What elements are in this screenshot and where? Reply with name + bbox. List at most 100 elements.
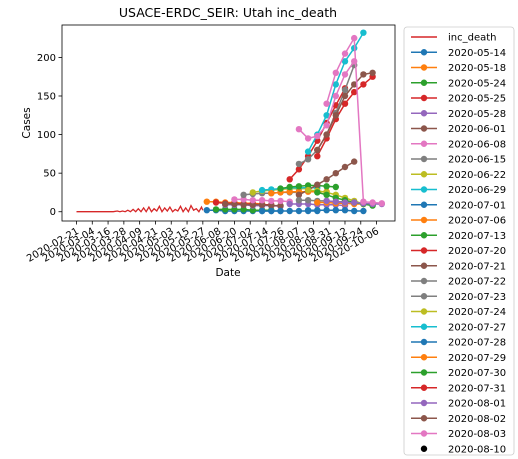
data-point — [360, 71, 367, 78]
legend-item: inc_death — [411, 33, 497, 44]
data-point — [240, 206, 247, 213]
y-tick-label: 150 — [37, 91, 56, 102]
legend-marker — [420, 384, 428, 391]
data-point — [332, 183, 339, 191]
series-27 — [295, 58, 358, 142]
legend-label: 2020-05-25 — [448, 94, 506, 105]
data-point — [323, 197, 330, 205]
data-point — [332, 170, 339, 177]
data-point — [360, 198, 367, 205]
series-21 — [304, 207, 367, 215]
data-point — [323, 100, 330, 107]
data-point — [351, 34, 358, 42]
data-point — [295, 197, 303, 204]
legend-label: 2020-07-23 — [448, 292, 506, 303]
legend-marker — [420, 64, 428, 71]
legend-item: 2020-05-18 — [411, 63, 506, 74]
data-point — [249, 207, 256, 214]
legend-item: 2020-08-10 — [420, 444, 506, 455]
data-point — [258, 201, 266, 208]
legend-label: 2020-07-28 — [448, 338, 506, 349]
series-26 — [314, 69, 376, 154]
data-point — [231, 200, 238, 208]
legend-marker — [420, 399, 428, 407]
legend-marker — [420, 49, 428, 56]
data-point — [341, 199, 349, 206]
data-point — [341, 207, 349, 214]
data-point — [323, 207, 330, 214]
legend-marker — [420, 277, 428, 285]
legend-marker — [420, 110, 428, 117]
data-point — [341, 71, 349, 78]
legend-item: 2020-05-28 — [411, 109, 506, 120]
data-point — [304, 197, 312, 204]
data-point — [277, 202, 284, 209]
data-point — [304, 148, 312, 155]
series-28 — [323, 34, 385, 207]
data-point — [341, 58, 349, 65]
legend-label: inc_death — [448, 33, 497, 44]
legend-marker — [420, 79, 428, 86]
data-point — [304, 186, 312, 194]
data-point — [332, 207, 339, 214]
legend-marker — [420, 201, 428, 208]
data-point — [258, 197, 266, 204]
data-point — [360, 81, 367, 88]
series-11 — [258, 207, 321, 215]
legend-label: 2020-06-15 — [448, 155, 506, 166]
legend-marker — [420, 186, 428, 193]
legend-label: 2020-07-06 — [448, 216, 506, 227]
legend-frame — [403, 26, 515, 456]
legend-item: 2020-05-24 — [411, 78, 506, 89]
data-point — [378, 200, 385, 207]
data-point — [277, 197, 284, 205]
data-point — [277, 207, 284, 215]
data-point — [304, 135, 312, 142]
legend-marker — [420, 140, 428, 147]
data-point — [341, 92, 349, 100]
data-point — [314, 181, 321, 188]
plot-area: 2020-02-212020-03-042020-03-162020-03-28… — [25, 24, 396, 265]
data-point — [268, 207, 275, 215]
plot-frame — [61, 24, 396, 222]
data-point — [212, 199, 220, 206]
legend-marker — [420, 262, 428, 269]
data-point — [314, 207, 321, 214]
data-point — [304, 156, 312, 163]
data-point — [277, 185, 284, 192]
data-point — [323, 176, 330, 183]
legend-marker — [420, 293, 428, 300]
data-point — [332, 198, 339, 205]
data-point — [249, 201, 256, 208]
legend: inc_death 2020-05-14 2020-05-18 2020-05-24 2… — [403, 26, 515, 456]
data-point — [231, 206, 238, 213]
legend-marker — [420, 125, 428, 132]
x-axis-title: Date — [215, 267, 240, 279]
data-point — [332, 81, 339, 88]
legend-marker — [420, 338, 428, 346]
legend-item: 2020-08-02 — [411, 414, 506, 425]
data-point — [351, 58, 358, 65]
y-tick-label: 100 — [37, 130, 56, 141]
data-point — [258, 207, 266, 215]
data-point — [231, 196, 238, 203]
legend-marker — [420, 323, 428, 330]
legend-label: 2020-06-08 — [448, 139, 506, 150]
legend-marker — [420, 354, 428, 361]
chart-title: USACE-ERDC_SEIR: Utah inc_death — [119, 5, 337, 20]
data-point — [286, 183, 293, 191]
data-point — [286, 176, 293, 183]
legend-label: 2020-06-29 — [448, 185, 506, 196]
legend-item: 2020-07-20 — [411, 246, 506, 257]
data-point — [332, 92, 339, 100]
data-point — [268, 190, 275, 197]
data-point — [314, 132, 321, 140]
data-point — [369, 69, 376, 77]
legend-item: 2020-08-03 — [411, 429, 506, 440]
legend-item: 2020-06-01 — [411, 124, 506, 135]
legend-label: 2020-06-01 — [448, 124, 506, 135]
data-point — [295, 126, 303, 133]
data-point — [286, 200, 293, 208]
legend-marker — [420, 430, 428, 437]
data-point — [314, 146, 321, 154]
